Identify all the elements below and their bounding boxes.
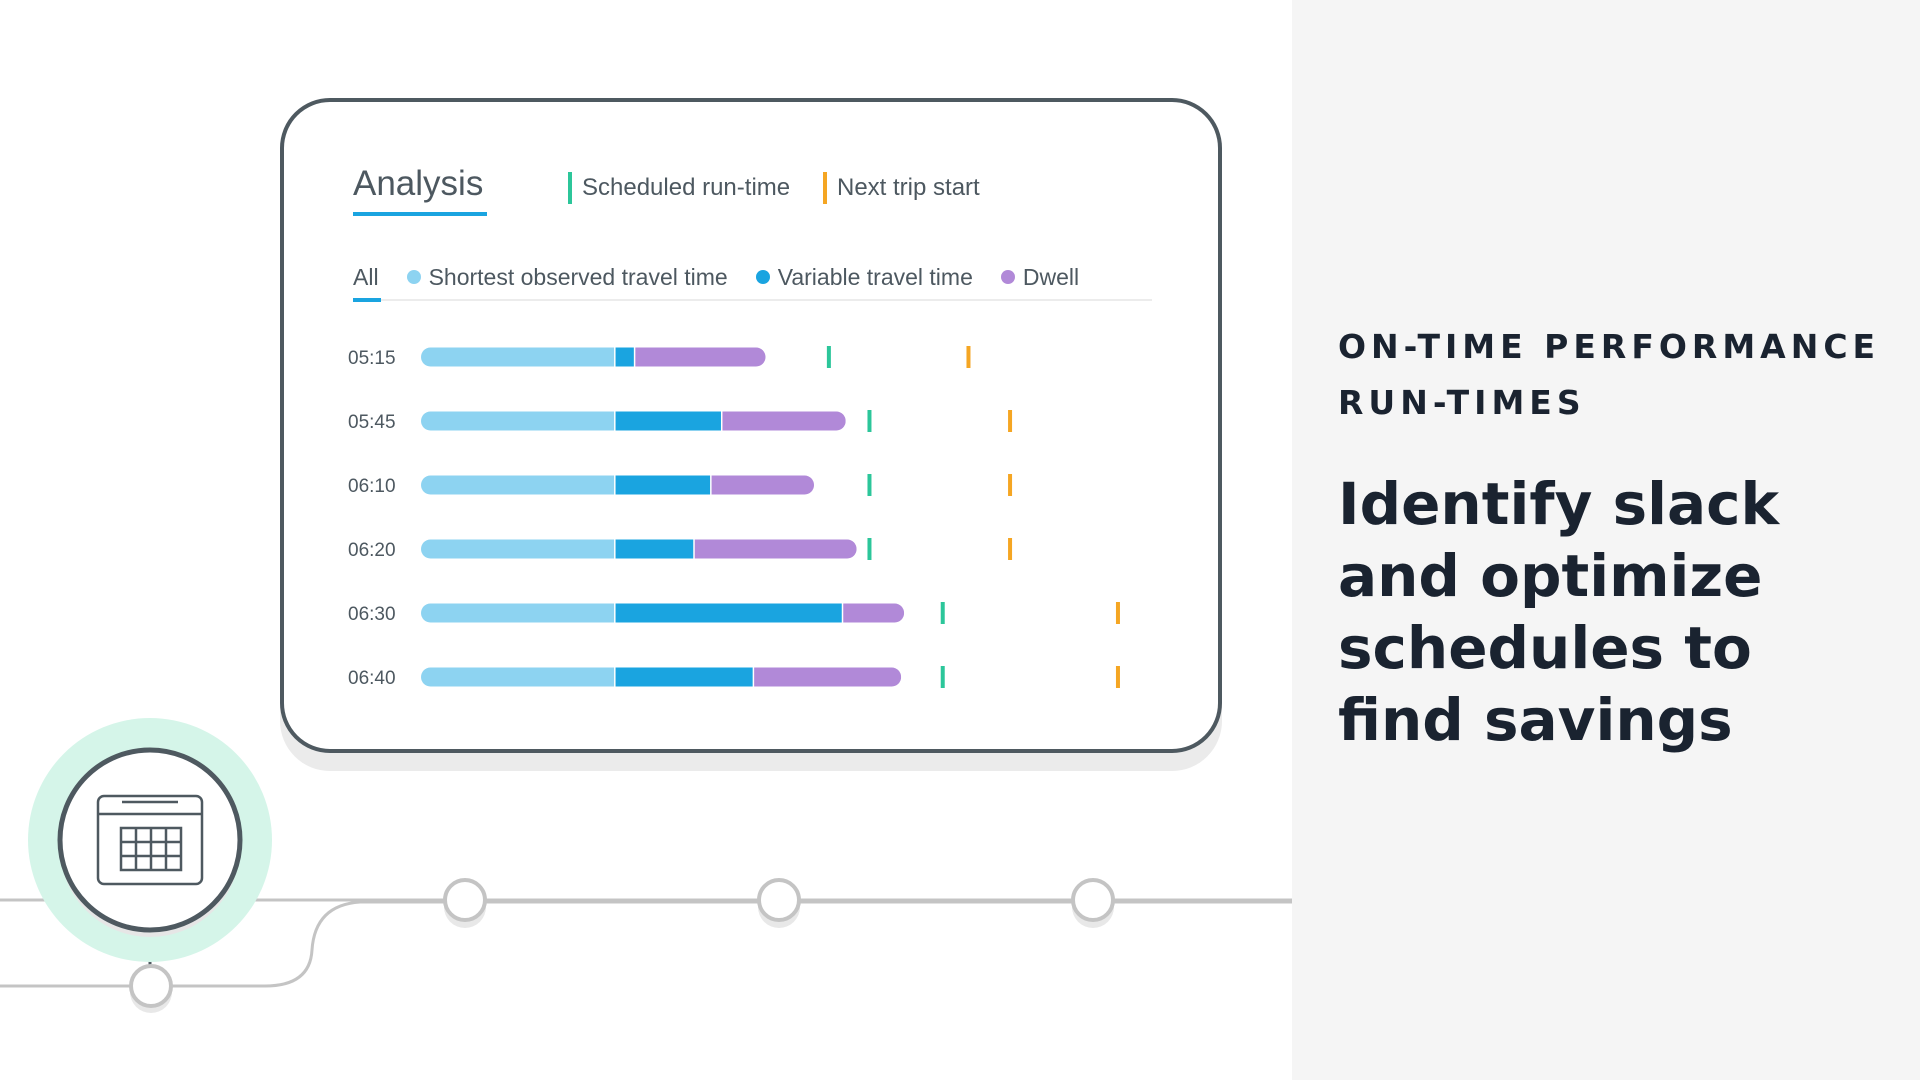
bar-segment-variable-travel-time-06:40 xyxy=(615,667,753,687)
bar-segment-variable-travel-time-06:10 xyxy=(615,475,711,495)
transit-line-decoration xyxy=(0,718,1292,1013)
tab-variable-travel-label: Variable travel time xyxy=(777,263,973,290)
bar-segment-shortest-observed-travel-time-06:40 xyxy=(421,667,615,687)
stop-node-2-ring xyxy=(443,878,487,922)
bar-segment-variable-travel-time-06:20 xyxy=(615,539,694,559)
bar-row-06:30 xyxy=(421,603,905,623)
analysis-title-underline xyxy=(353,212,487,216)
row-label-06:10: 06:10 xyxy=(348,476,396,497)
row-label-06:20: 06:20 xyxy=(348,540,396,561)
bar-row-05:45 xyxy=(421,411,846,431)
legend-next-trip-start: Next trip start xyxy=(823,171,980,205)
stop-node-3-ring xyxy=(757,878,801,922)
section-eyebrow-line2: RUN-TIMES xyxy=(1338,383,1586,422)
marker-scheduled-run-time-06:20 xyxy=(867,538,872,560)
headline-line4: find savings xyxy=(1338,686,1733,754)
marker-next-trip-start-06:10 xyxy=(1008,474,1013,496)
bar-segment-shortest-observed-travel-time-06:30 xyxy=(421,603,615,623)
bar-segment-shortest-observed-travel-time-05:15 xyxy=(421,347,615,367)
bar-segment-variable-travel-time-05:45 xyxy=(615,411,721,431)
tab-shortest-observed-label: Shortest observed travel time xyxy=(428,263,728,290)
bar-segment-shortest-observed-travel-time-05:45 xyxy=(421,411,615,431)
tab-dwell[interactable]: Dwell xyxy=(1000,263,1080,291)
marker-next-trip-start-06:40 xyxy=(1115,666,1120,688)
headline-line1: Identify slack xyxy=(1338,470,1780,538)
legend-scheduled-label: Scheduled run-time xyxy=(582,174,791,201)
info-panel xyxy=(1292,0,1920,1080)
analysis-title: Analysis xyxy=(353,164,484,203)
legend-next-trip-tick xyxy=(823,172,827,204)
bar-segment-dwell-06:10 xyxy=(711,475,815,495)
stop-nodes xyxy=(129,878,1115,1013)
headline-line2: and optimize xyxy=(1338,542,1763,610)
filter-tabs-divider xyxy=(353,299,1152,301)
marker-next-trip-start-05:45 xyxy=(1008,410,1013,432)
headline: Identify slack and optimize schedules to… xyxy=(1338,468,1898,756)
shortest-observed-dot-icon xyxy=(406,270,421,284)
bar-segment-shortest-observed-travel-time-06:10 xyxy=(421,475,615,495)
calendar-icon xyxy=(96,794,204,886)
tab-all[interactable]: All xyxy=(353,263,379,290)
tab-dwell-label: Dwell xyxy=(1022,263,1080,290)
row-label-05:45: 05:45 xyxy=(348,412,396,433)
bar-segment-dwell-05:45 xyxy=(722,411,846,431)
row-label-06:40: 06:40 xyxy=(348,668,396,689)
marker-scheduled-run-time-06:30 xyxy=(940,602,945,624)
bar-segment-variable-travel-time-06:30 xyxy=(615,603,842,623)
bar-segment-dwell-06:40 xyxy=(754,667,902,687)
legend-scheduled-run-time: Scheduled run-time xyxy=(568,171,790,205)
section-eyebrow-line1: ON-TIME PERFORMANCE xyxy=(1338,327,1881,366)
marker-scheduled-run-time-06:40 xyxy=(940,666,945,688)
bar-segment-dwell-06:30 xyxy=(843,603,905,623)
track-lower xyxy=(0,900,1292,988)
filter-tabs: All Shortest observed travel time Variab… xyxy=(353,257,1107,297)
legend-next-trip-label: Next trip start xyxy=(837,174,980,201)
dwell-dot-icon xyxy=(1000,270,1015,284)
stop-node-4-ring xyxy=(1071,878,1115,922)
marker-next-trip-start-06:20 xyxy=(1008,538,1013,560)
stop-node-1-ring xyxy=(129,964,173,1008)
variable-travel-dot-icon xyxy=(755,270,770,284)
marker-next-trip-start-05:15 xyxy=(966,346,971,368)
marker-scheduled-run-time-05:15 xyxy=(826,346,831,368)
headline-line3: schedules to xyxy=(1338,614,1752,682)
bar-segment-dwell-06:20 xyxy=(694,539,857,559)
marker-scheduled-run-time-05:45 xyxy=(867,410,872,432)
tab-all-underline xyxy=(353,298,381,302)
tab-variable-travel-time[interactable]: Variable travel time xyxy=(755,263,973,291)
marker-next-trip-start-06:30 xyxy=(1115,602,1120,624)
bar-row-06:20 xyxy=(421,539,857,559)
row-label-06:30: 06:30 xyxy=(348,604,396,625)
tab-shortest-observed-travel-time[interactable]: Shortest observed travel time xyxy=(406,263,728,291)
bar-segment-shortest-observed-travel-time-06:20 xyxy=(421,539,615,559)
bar-row-06:40 xyxy=(421,667,902,687)
bar-row-05:15 xyxy=(421,347,766,367)
bar-row-06:10 xyxy=(421,475,815,495)
row-label-05:15: 05:15 xyxy=(348,348,396,369)
bar-segment-variable-travel-time-05:15 xyxy=(615,347,634,367)
legend-scheduled-tick xyxy=(568,172,572,204)
marker-scheduled-run-time-06:10 xyxy=(867,474,872,496)
bar-segment-dwell-05:15 xyxy=(635,347,766,367)
calendar-badge xyxy=(28,718,272,962)
run-time-chart: 05:15 05:45 06:10 06:20 06:30 06:40 xyxy=(348,346,1120,689)
